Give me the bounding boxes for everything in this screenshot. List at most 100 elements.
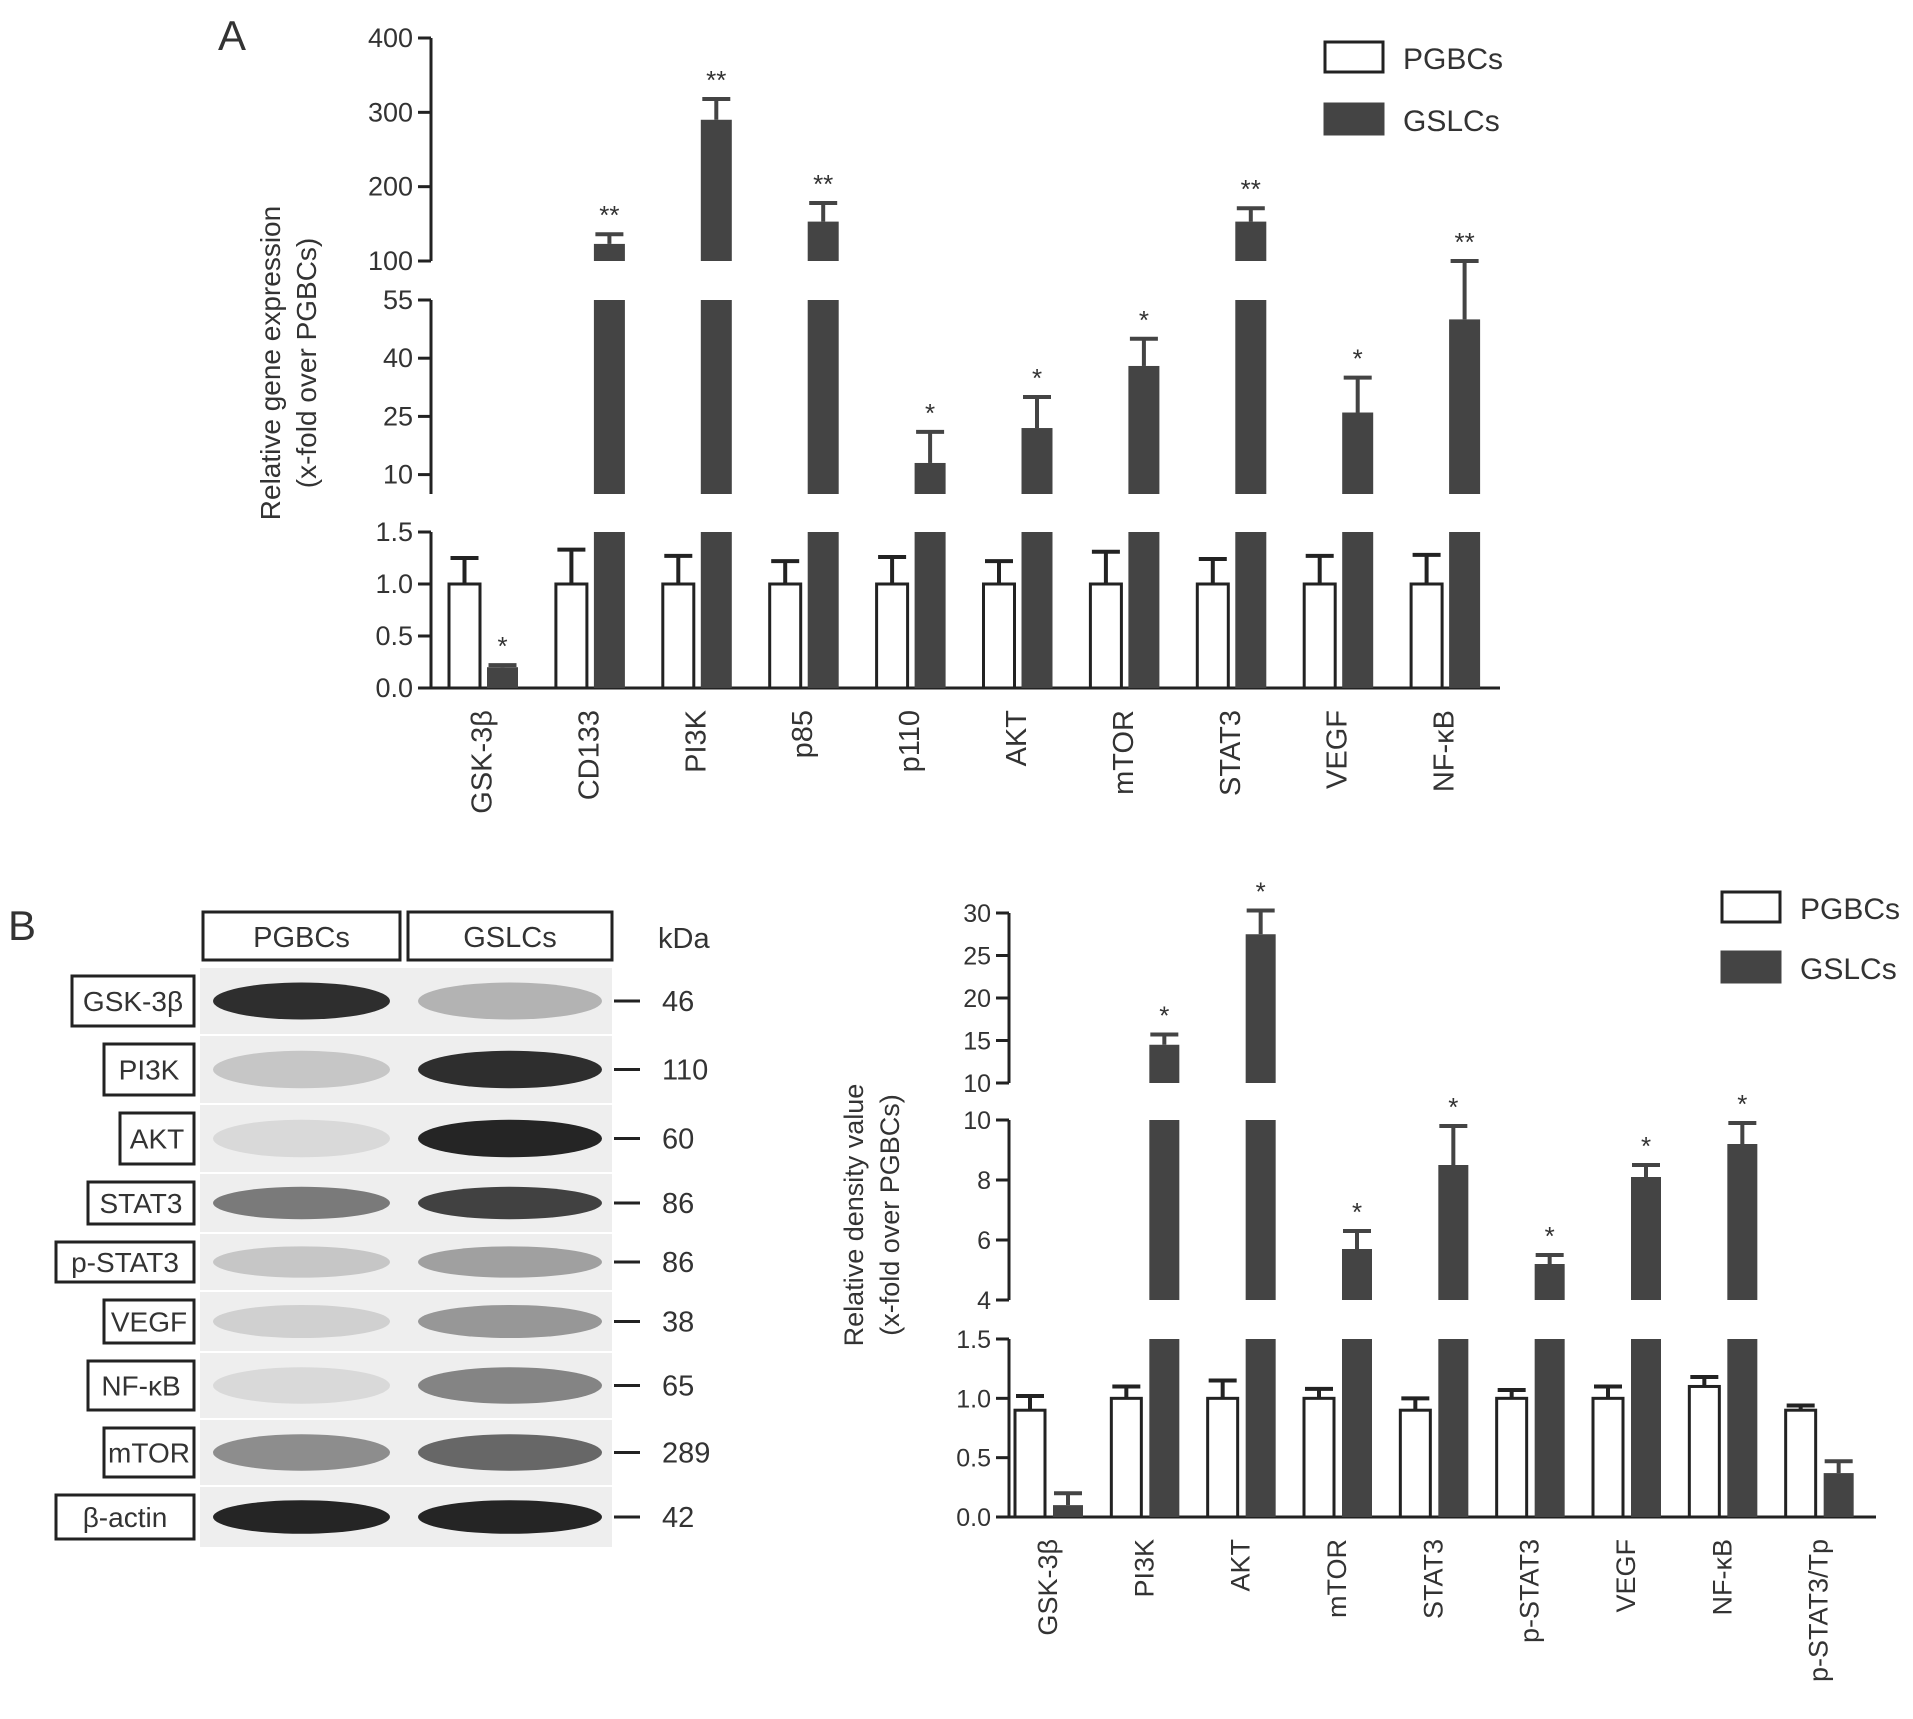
western-blot-panel: PGBCs GSLCs kDa GSK-3β 46 PI3K 110 AKT 60 STAT3 86… <box>54 910 710 1547</box>
protein-label-box <box>102 1426 196 1479</box>
significance-marker: ** <box>706 65 726 95</box>
blot-band <box>418 1367 602 1404</box>
kda-value: 110 <box>662 1055 708 1087</box>
bar-gslcs <box>700 119 732 262</box>
bar-gslcs <box>1727 1339 1758 1517</box>
y-tick-label: 1.0 <box>956 1385 991 1413</box>
bar-gslcs <box>593 300 625 494</box>
kda-value: 65 <box>662 1371 694 1403</box>
bar-gslcs <box>1149 1044 1180 1083</box>
protein-label: AKT <box>130 1124 184 1155</box>
blot-band <box>213 1367 390 1404</box>
significance-marker: ** <box>1241 174 1261 204</box>
y-tick-label: 100 <box>368 246 413 276</box>
kda-value: 289 <box>662 1438 710 1470</box>
category-label: AKT <box>1226 1539 1256 1592</box>
blot-band <box>213 1304 390 1339</box>
y-tick-label: 20 <box>963 985 991 1013</box>
category-label: mTOR <box>1322 1539 1352 1618</box>
significance-marker: * <box>1256 876 1266 906</box>
y-tick-label: 10 <box>383 460 413 490</box>
legend-label: PGBCs <box>1403 43 1503 76</box>
bar-pgbcs <box>661 582 696 690</box>
y-tick-label: 10 <box>963 1070 991 1098</box>
category-label: p-STAT3/Tp <box>1804 1539 1834 1682</box>
legend-label: GSLCs <box>1403 105 1500 138</box>
significance-marker: * <box>1448 1092 1458 1122</box>
bar-gslcs <box>1245 934 1276 1083</box>
column-header-box <box>201 910 402 962</box>
y-tick-label: 4 <box>977 1287 991 1315</box>
blot-band <box>418 1500 602 1534</box>
protein-label-box <box>86 1359 196 1412</box>
bar-gslcs <box>1021 428 1053 494</box>
significance-marker: * <box>1641 1131 1651 1161</box>
column-header: PGBCs <box>253 922 350 954</box>
bar-gslcs <box>1449 532 1481 688</box>
significance-marker: * <box>1159 1001 1169 1031</box>
category-label: mTOR <box>1108 710 1140 795</box>
protein-label-box <box>54 1240 196 1284</box>
bar-gslcs <box>1245 1120 1276 1300</box>
y-tick-label: 300 <box>368 97 413 127</box>
bar-gslcs <box>1342 1249 1372 1300</box>
panel-letter-a: A <box>218 12 246 59</box>
bar-gslcs <box>807 532 839 688</box>
y-axis-label: Relative gene expression <box>255 206 286 520</box>
y-axis-label: (x-fold over PGBCs) <box>875 1094 905 1336</box>
significance-marker: * <box>1032 363 1042 393</box>
bar-pgbcs <box>1206 1396 1240 1519</box>
y-tick-label: 55 <box>383 285 413 315</box>
bar-pgbcs <box>1088 582 1123 690</box>
bar-gslcs <box>1449 319 1481 494</box>
blot-band <box>418 1246 602 1278</box>
kda-value: 60 <box>662 1124 694 1156</box>
protein-label: β-actin <box>83 1502 168 1533</box>
bar-gslcs <box>1342 412 1374 494</box>
y-tick-label: 8 <box>977 1167 991 1195</box>
bar-pgbcs <box>982 582 1016 690</box>
y-tick-label: 10 <box>963 1107 991 1135</box>
protein-label-box <box>118 1111 196 1166</box>
protein-label: PI3K <box>119 1055 180 1086</box>
category-label: STAT3 <box>1418 1539 1448 1619</box>
significance-marker: ** <box>813 169 833 199</box>
bar-gslcs <box>1534 1339 1565 1517</box>
bar-pgbcs <box>1591 1396 1625 1519</box>
category-label: STAT3 <box>1215 710 1247 796</box>
bar-gslcs <box>1128 532 1160 688</box>
blot-band <box>213 1500 390 1534</box>
category-label: PI3K <box>1129 1539 1159 1598</box>
y-tick-label: 1.5 <box>956 1326 991 1354</box>
bar-gslcs <box>914 532 946 688</box>
bar-gslcs <box>1021 532 1053 688</box>
bar-pgbcs <box>1398 1408 1432 1519</box>
bar-gslcs <box>1342 532 1374 688</box>
category-label: p110 <box>894 710 926 772</box>
bar-gslcs <box>1235 221 1267 261</box>
blot-band <box>418 1434 602 1471</box>
category-label: PI3K <box>680 709 712 773</box>
bar-pgbcs <box>1195 582 1230 690</box>
chart-panel-a: 0.0 0.5 1.0 1.5 10 25 40 55 100 200 300 400 * GSK-3β *… <box>255 23 1503 814</box>
bar-pgbcs <box>447 582 482 690</box>
blot-band <box>418 1119 602 1158</box>
category-label: GSK-3β <box>467 710 499 814</box>
category-label: CD133 <box>573 710 605 800</box>
bar-gslcs <box>593 532 625 688</box>
protein-label: VEGF <box>111 1307 187 1338</box>
blot-band <box>418 982 602 1020</box>
bar-pgbcs <box>1302 1396 1336 1519</box>
y-tick-label: 1.5 <box>375 517 413 547</box>
significance-marker: * <box>1737 1089 1747 1119</box>
blot-band <box>213 982 390 1020</box>
bar-gslcs <box>1245 1339 1276 1517</box>
protein-label: NF-κB <box>101 1371 180 1402</box>
y-tick-label: 0.0 <box>956 1504 991 1532</box>
bar-pgbcs <box>768 582 803 690</box>
bar-gslcs <box>807 300 839 494</box>
category-label: VEGF <box>1611 1539 1641 1613</box>
blot-band <box>418 1186 602 1220</box>
blot-band <box>213 1246 390 1278</box>
significance-marker: ** <box>599 200 619 230</box>
